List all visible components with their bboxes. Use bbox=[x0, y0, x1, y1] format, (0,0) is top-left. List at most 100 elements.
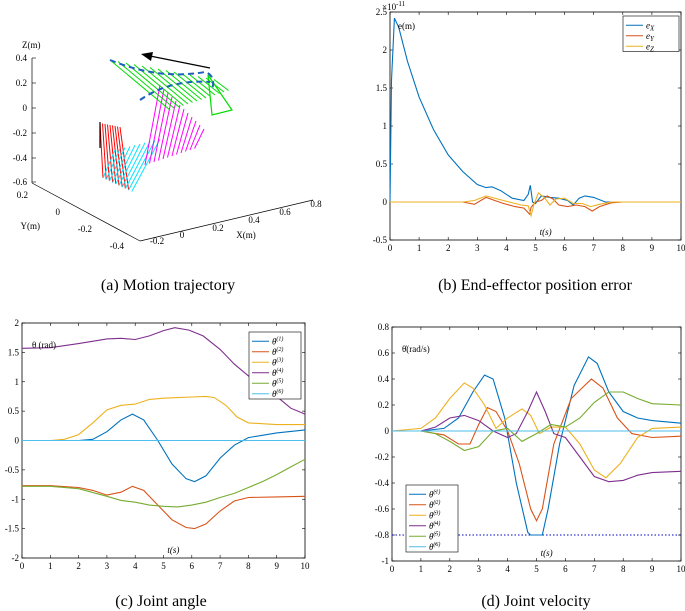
x-tick-label: 3 bbox=[475, 243, 480, 253]
trajectory-link-magenta bbox=[153, 92, 169, 163]
trajectory-link-cyan bbox=[118, 143, 141, 186]
x-tick-label: 3 bbox=[105, 561, 110, 571]
trajectory-link-cyan bbox=[131, 138, 161, 192]
legend-box bbox=[248, 331, 302, 400]
x-tick-label: 5 bbox=[533, 243, 538, 253]
caption-c: (c) Joint angle bbox=[115, 593, 207, 610]
caption-a: (a) Motion trajectory bbox=[101, 277, 235, 294]
trajectory-link-cyan bbox=[108, 147, 126, 182]
x-tick-label: 6 bbox=[563, 564, 568, 574]
x-tick-label: 7 bbox=[218, 561, 223, 571]
trajectory-link-magenta bbox=[158, 96, 173, 161]
trajectory-link-magenta bbox=[185, 120, 197, 152]
panel-a: 0.4 0.2 0 -0.2 -0.4 -0.6 Z(m) 0.2 0 -0.2 -0.4 Y(m) -… bbox=[13, 40, 322, 251]
y-tick-label: -1.5 bbox=[5, 524, 20, 534]
series-line-2 bbox=[22, 485, 306, 530]
legend-label: θ(6) bbox=[272, 388, 283, 399]
x-tick-label: 8 bbox=[621, 564, 626, 574]
x-tick-label: 2 bbox=[446, 243, 451, 253]
trajectory-link-magenta bbox=[180, 116, 193, 154]
y-axis-label: Y(m) bbox=[21, 221, 41, 231]
y-tick-label: 1 bbox=[15, 377, 20, 387]
series-line-4 bbox=[392, 390, 682, 483]
y-axis-label: θ (rad) bbox=[32, 340, 56, 350]
legend-label: θ(5) bbox=[272, 377, 283, 388]
y-tick-label: 0.6 bbox=[378, 348, 390, 358]
x-tick-label: 2 bbox=[76, 561, 81, 571]
x-axis-line bbox=[139, 199, 314, 242]
y-tick-label: 0 bbox=[383, 197, 388, 207]
trajectory-link-red bbox=[102, 123, 107, 180]
x-tick-label: 4 bbox=[133, 561, 138, 571]
x-tick-label: 0.4 bbox=[248, 215, 260, 225]
legend-label: θ̇(4) bbox=[429, 520, 440, 531]
y-tick-label: 2.5 bbox=[376, 7, 388, 17]
y-tick-label: -0.2 bbox=[78, 224, 92, 234]
series-line-1 bbox=[389, 17, 681, 206]
x-tick-label: 0 bbox=[390, 564, 395, 574]
trajectory-link-red bbox=[104, 123, 110, 182]
trajectory-link-magenta bbox=[176, 112, 189, 155]
axis-exponent: ×10-11 bbox=[382, 0, 406, 12]
x-tick-label: 5 bbox=[534, 564, 539, 574]
x-tick-label: 0 bbox=[388, 243, 393, 253]
y-tick-label: 1.5 bbox=[376, 83, 388, 93]
x-tick-label: 2 bbox=[448, 564, 453, 574]
direction-arrow-head bbox=[141, 52, 153, 61]
series-line-5 bbox=[22, 458, 306, 508]
x-tick-label: 4 bbox=[505, 564, 510, 574]
trajectory-link-cyan bbox=[115, 144, 136, 185]
legend-box bbox=[405, 484, 459, 553]
y-tick-label: -0.4 bbox=[375, 478, 390, 488]
x-tick-label: 5 bbox=[161, 561, 166, 571]
x-tick-label: 10 bbox=[301, 561, 311, 571]
trajectory-link-cyan bbox=[121, 142, 146, 188]
x-tick-label: 6 bbox=[562, 243, 567, 253]
x-tick-label: 8 bbox=[621, 243, 626, 253]
x-axis-label: t(s) bbox=[540, 227, 552, 237]
x-tick-label: 1 bbox=[419, 564, 424, 574]
trajectory-link-green bbox=[133, 64, 184, 106]
series-line-3 bbox=[390, 192, 681, 218]
y-tick-label: 0.5 bbox=[8, 406, 20, 416]
trajectory-link-magenta bbox=[144, 84, 161, 166]
trajectory-link-green bbox=[125, 62, 180, 108]
y-tick-label: 0.4 bbox=[378, 374, 390, 384]
direction-arrow-shaft bbox=[149, 55, 211, 69]
x-tick-label: 7 bbox=[591, 243, 596, 253]
trajectory-link-green bbox=[117, 61, 175, 109]
legend-label: eY bbox=[646, 31, 655, 43]
trajectory-link-green bbox=[109, 59, 171, 111]
z-tick-label: -0.4 bbox=[13, 153, 28, 163]
series-line-1 bbox=[22, 413, 306, 483]
legend-label: θ(3) bbox=[272, 356, 283, 367]
x-tick-label: 9 bbox=[650, 564, 655, 574]
x-axis-label: t(s) bbox=[167, 545, 179, 555]
z-tick-label: 0 bbox=[23, 103, 28, 113]
z-tick-label: -0.6 bbox=[13, 177, 28, 187]
x-tick-label: 8 bbox=[246, 561, 251, 571]
trajectory-link-red bbox=[114, 125, 123, 188]
y-tick-label: -0.6 bbox=[375, 504, 390, 514]
y-tick-label: 0 bbox=[56, 207, 61, 217]
trajectory-link-red bbox=[117, 126, 126, 189]
y-tick-label: -0.4 bbox=[110, 241, 125, 251]
x-tick-label: 4 bbox=[504, 243, 509, 253]
trajectory-link-cyan bbox=[124, 141, 151, 189]
trajectory-link-green bbox=[207, 74, 233, 116]
y-tick-label: 0.5 bbox=[376, 159, 388, 169]
series-line-3 bbox=[391, 382, 682, 479]
y-tick-label: 0.2 bbox=[17, 190, 28, 200]
x-tick-label: 9 bbox=[274, 561, 279, 571]
x-tick-label: -0.2 bbox=[150, 236, 164, 246]
trajectory-link-green bbox=[189, 74, 216, 96]
trajectory-link-magenta bbox=[149, 88, 165, 164]
y-tick-label: -1 bbox=[382, 556, 390, 566]
trajectory-link-cyan bbox=[105, 148, 121, 180]
trajectory-link-green bbox=[173, 71, 207, 99]
legend-label: eZ bbox=[646, 41, 654, 53]
x-tick-label: 0.8 bbox=[310, 199, 322, 209]
y-tick-label: 1 bbox=[383, 121, 388, 131]
y-tick-label: 0.8 bbox=[378, 322, 390, 332]
